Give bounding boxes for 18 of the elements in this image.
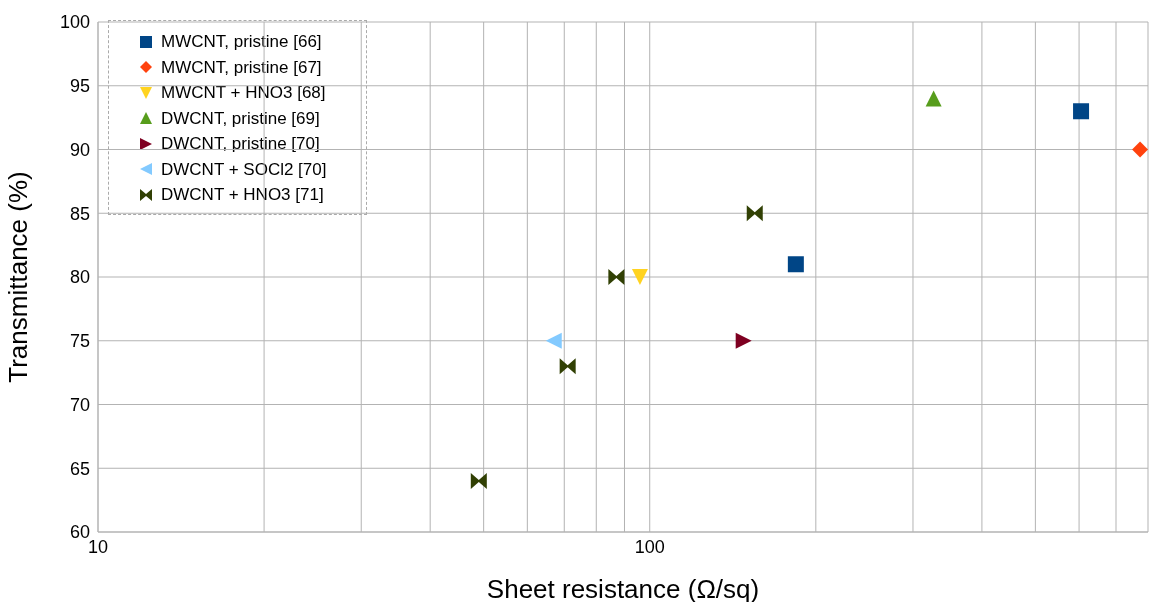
- y-tick-label: 100: [59, 12, 90, 33]
- x-tick-label: 10: [87, 536, 109, 557]
- legend-label: DWCNT + SOCl2 [70]: [161, 158, 327, 181]
- y-tick-label: 75: [69, 331, 90, 352]
- legend-label: MWCNT + HNO3 [68]: [161, 82, 326, 104]
- y-tick-label: 85: [69, 203, 90, 224]
- legend-label: DWCNT, pristine [70]: [161, 133, 320, 155]
- y-tick-label: 95: [69, 76, 90, 97]
- legend-label: MWCNT, pristine [66]: [161, 31, 322, 53]
- y-tick-label: 70: [69, 394, 90, 415]
- y-tick-label: 60: [69, 522, 90, 543]
- y-tick-label: 80: [69, 267, 90, 288]
- y-axis-title: Transmittance (%): [3, 171, 34, 383]
- legend-label: MWCNT, pristine [67]: [161, 56, 322, 79]
- legend-label: DWCNT + HNO3 [71]: [161, 184, 324, 206]
- y-tick-label: 65: [69, 458, 90, 479]
- legend-label: DWCNT, pristine [69]: [161, 107, 320, 130]
- y-tick-label: 90: [69, 139, 90, 160]
